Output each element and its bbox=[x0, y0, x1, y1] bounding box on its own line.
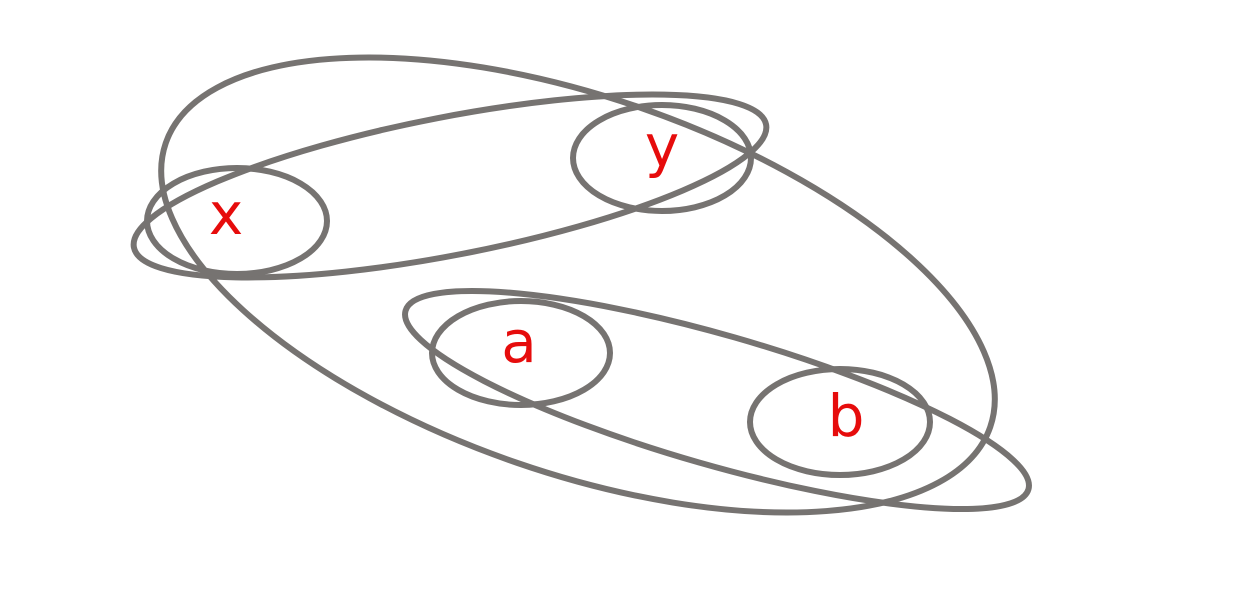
node-y-ellipse bbox=[570, 102, 754, 214]
node-x-ellipse bbox=[144, 165, 330, 277]
node-y-label: y bbox=[645, 112, 679, 180]
ab-group-ellipse bbox=[402, 288, 1032, 512]
node-a-ellipse bbox=[429, 298, 613, 408]
node-b-ellipse bbox=[747, 366, 933, 478]
xy-group-ellipse bbox=[130, 91, 770, 281]
node-x-label: x bbox=[209, 180, 243, 248]
node-b-label: b bbox=[828, 382, 865, 450]
node-a-label: a bbox=[501, 308, 537, 376]
